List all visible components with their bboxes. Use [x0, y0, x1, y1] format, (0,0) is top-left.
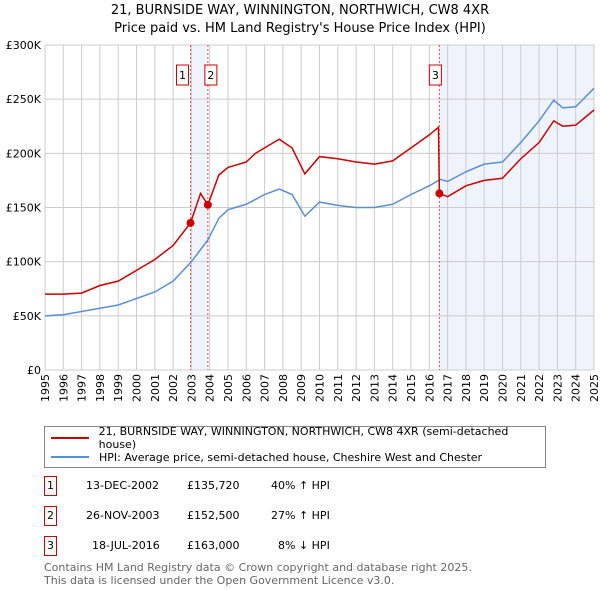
x-tick-label: 2012 — [350, 374, 363, 402]
x-tick-label: 2019 — [478, 374, 491, 402]
x-tick-label: 2025 — [588, 374, 600, 402]
sale-point — [186, 218, 195, 227]
x-tick-label: 2005 — [222, 374, 235, 402]
sale-label-box — [175, 64, 189, 86]
x-tick-label: 1998 — [94, 374, 107, 402]
x-tick-label: 2021 — [515, 374, 528, 402]
x-tick-label: 2020 — [497, 374, 510, 402]
x-tick-label: 2006 — [240, 374, 253, 402]
x-tick-label: 2022 — [533, 374, 546, 402]
sale-row: 3 18-JUL-2016 £163,000 8% ↓ HPI — [44, 536, 444, 556]
chart: 1995 1996 1997 1998 1999 2000 2001 2002 2003 2004… — [6, 39, 600, 402]
sale-point — [435, 189, 444, 198]
hpi-line — [44, 87, 595, 317]
x-tick-label: 2016 — [423, 374, 436, 402]
x-tick-label: 2015 — [405, 374, 418, 402]
x-tick-label: 2017 — [442, 374, 455, 402]
legend-label: 21, BURNSIDE WAY, WINNINGTON, NORTHWICH,… — [98, 425, 509, 451]
y-tick-label: £300K — [6, 39, 42, 52]
y-tick-label: £100K — [6, 256, 42, 269]
x-tick-label: 2010 — [314, 374, 327, 402]
x-tick-label: 2018 — [460, 374, 473, 402]
legend: 21, BURNSIDE WAY, WINNINGTON, NORTHWICH,… — [44, 425, 546, 468]
x-tick-label: 2011 — [332, 374, 345, 402]
sale-label-box — [428, 64, 442, 86]
x-tick-label: 1999 — [112, 374, 125, 402]
x-tick-label: 2001 — [149, 374, 162, 402]
x-tick-label: 1996 — [57, 374, 70, 402]
y-tick-label: £200K — [6, 147, 42, 160]
x-tick-label: 2013 — [368, 374, 381, 402]
x-tick-label: 2024 — [570, 374, 583, 402]
sale-point — [203, 200, 212, 209]
x-tick-label: 2003 — [185, 374, 198, 402]
x-tick-label: 1997 — [76, 374, 89, 402]
x-tick-label: 1995 — [39, 374, 52, 402]
x-tick-label: 2014 — [387, 374, 400, 402]
legend-swatch-red — [51, 437, 89, 439]
y-tick-label: £50K — [13, 310, 42, 323]
legend-swatch-blue — [51, 456, 89, 458]
y-tick-label: £0 — [27, 364, 41, 377]
chart-title: 21, BURNSIDE WAY, WINNINGTON, NORTHWICH,… — [110, 3, 490, 36]
sale-label: 1 — [179, 69, 186, 82]
y-tick-label: £250K — [6, 93, 42, 106]
legend-label: HPI: Average price, semi-detached house,… — [99, 450, 483, 464]
x-tick-label: 2004 — [204, 374, 217, 402]
price-paid-line — [45, 109, 595, 295]
x-tick-label: 2023 — [551, 374, 564, 402]
sale-label: 2 — [207, 69, 214, 82]
x-tick-label: 2002 — [167, 374, 180, 402]
sale-label: 3 — [432, 69, 439, 82]
footer: Contains HM Land Registry data © Crown c… — [44, 561, 472, 587]
sale-row: 2 26-NOV-2003 £152,500 27% ↑ HPI — [44, 506, 444, 526]
sale-row: 1 13-DEC-2002 £135,720 40% ↑ HPI — [44, 476, 444, 496]
x-tick-label: 2008 — [277, 374, 290, 402]
sale-label-box — [204, 64, 218, 86]
x-tick-label: 2007 — [259, 374, 272, 402]
x-tick-label: 2000 — [131, 374, 144, 402]
x-tick-label: 2009 — [295, 374, 308, 402]
y-tick-label: £150K — [6, 202, 42, 215]
